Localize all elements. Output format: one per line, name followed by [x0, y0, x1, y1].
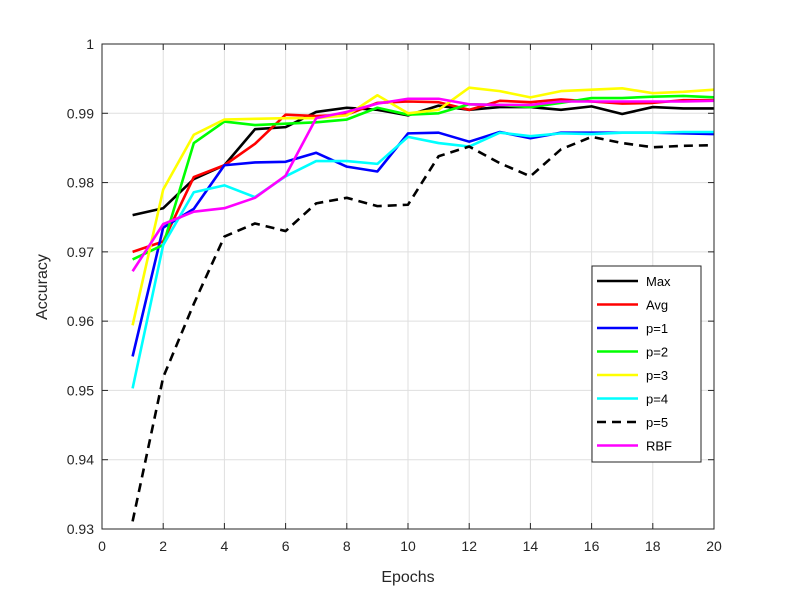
x-tick-label: 6 [282, 538, 290, 554]
x-tick-label: 0 [98, 538, 106, 554]
y-tick-label: 0.97 [67, 244, 94, 260]
legend-box [591, 265, 702, 463]
legend-label-p-2: p=2 [646, 345, 668, 360]
series-line-p-2 [132, 94, 715, 261]
x-axis-label: Epochs [381, 569, 434, 586]
x-tick-label: 12 [461, 538, 477, 554]
series-line-p-3 [131, 86, 715, 326]
series-line-p-4 [131, 130, 714, 389]
x-tick-label: 8 [343, 538, 351, 554]
legend-label-p-4: p=4 [646, 392, 668, 407]
legend-label-p-5: p=5 [646, 415, 668, 430]
y-axis-label: Accuracy [34, 254, 51, 320]
legend-label-p-1: p=1 [646, 321, 668, 336]
y-tick-label: 0.99 [67, 105, 94, 121]
x-tick-label: 2 [159, 538, 167, 554]
legend-label-rbf: RBF [646, 439, 672, 454]
legend-label-avg: Avg [646, 298, 668, 313]
series-lines [131, 86, 715, 522]
series-line-avg [132, 98, 714, 254]
x-tick-label: 20 [706, 538, 722, 554]
y-tick-label: 0.96 [67, 313, 94, 329]
x-tick-label: 18 [645, 538, 661, 554]
x-tick-label: 14 [523, 538, 539, 554]
x-tick-label: 10 [400, 538, 416, 554]
y-axis-ticks: 0.93 0.94 0.95 0.96 0.97 0.98 0.99 1 [67, 36, 714, 537]
x-axis-ticks: 0 2 4 6 8 10 12 14 16 18 20 [98, 44, 722, 554]
y-tick-label: 0.94 [67, 452, 94, 468]
y-tick-label: 0.95 [67, 382, 94, 398]
y-tick-label: 1 [86, 36, 94, 52]
legend: Max Avg p=1 p=2 p=3 p=4 p=5 RBF [591, 265, 702, 463]
x-tick-label: 16 [584, 538, 600, 554]
y-tick-label: 0.93 [67, 521, 94, 537]
legend-label-p-3: p=3 [646, 368, 668, 383]
series-line-rbf [131, 97, 715, 272]
series-line-p-5 [131, 135, 715, 522]
legend-label-max: Max [646, 274, 671, 289]
x-tick-label: 4 [221, 538, 229, 554]
y-tick-label: 0.98 [67, 175, 94, 191]
